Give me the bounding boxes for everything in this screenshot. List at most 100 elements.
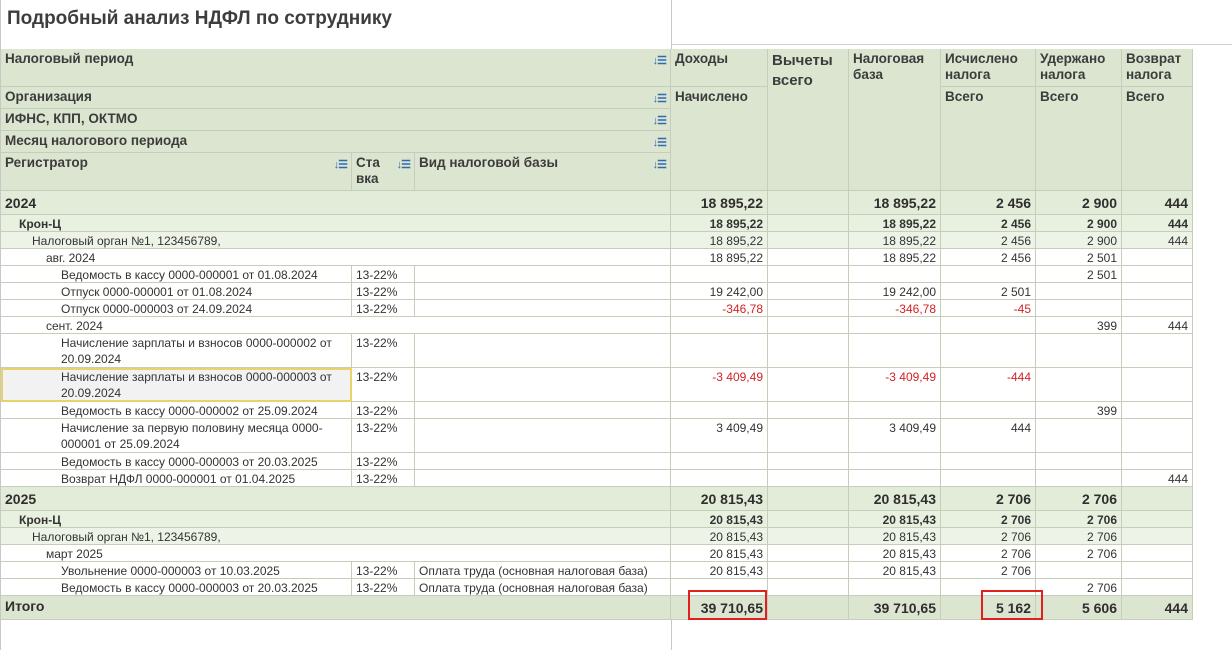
row-refund[interactable] — [1122, 249, 1193, 266]
row-withheld[interactable]: 2 706 — [1036, 528, 1122, 545]
row-base[interactable]: 39 710,65 — [849, 596, 941, 620]
group-label[interactable]: Крон-Ц — [1, 511, 671, 528]
row-refund[interactable]: 444 — [1122, 317, 1193, 334]
header-tax-base[interactable]: Налоговая база — [849, 49, 941, 191]
row-deductions[interactable] — [768, 266, 849, 283]
row-refund[interactable] — [1122, 419, 1193, 453]
row-refund[interactable] — [1122, 453, 1193, 470]
row-calc[interactable]: 2 456 — [941, 249, 1036, 266]
row-label[interactable]: Возврат НДФЛ 0000-000001 от 01.04.2025 — [1, 470, 352, 487]
row-deductions[interactable] — [768, 579, 849, 596]
row-base-kind[interactable] — [415, 266, 671, 283]
row-refund[interactable] — [1122, 487, 1193, 511]
group-label[interactable]: Крон-Ц — [1, 215, 671, 232]
row-base[interactable] — [849, 402, 941, 419]
header-income[interactable]: Доходы — [671, 49, 768, 87]
row-base[interactable]: 20 815,43 — [849, 511, 941, 528]
header-calculated-sub[interactable]: Всего — [941, 87, 1036, 191]
row-calc[interactable]: 2 456 — [941, 232, 1036, 249]
row-calc[interactable] — [941, 266, 1036, 283]
row-income[interactable]: 18 895,22 — [671, 249, 768, 266]
row-base[interactable]: 3 409,49 — [849, 419, 941, 453]
row-deductions[interactable] — [768, 249, 849, 266]
sort-icon[interactable]: ↓☰ — [652, 159, 667, 171]
row-calc[interactable]: 2 706 — [941, 562, 1036, 579]
header-income-sub[interactable]: Начислено — [671, 87, 768, 191]
row-withheld[interactable]: 2 900 — [1036, 191, 1122, 215]
row-rate[interactable]: 13-22% — [352, 562, 415, 579]
row-refund[interactable] — [1122, 511, 1193, 528]
row-base[interactable]: 20 815,43 — [849, 487, 941, 511]
header-registrar[interactable]: Регистратор ↓☰ — [1, 153, 352, 191]
row-deductions[interactable] — [768, 232, 849, 249]
row-base[interactable] — [849, 579, 941, 596]
header-base-kind[interactable]: Вид налоговой базы ↓☰ — [415, 153, 671, 191]
row-income[interactable]: -3 409,49 — [671, 368, 768, 402]
sort-icon[interactable]: ↓☰ — [396, 159, 411, 171]
row-withheld[interactable] — [1036, 334, 1122, 368]
row-rate[interactable]: 13-22% — [352, 470, 415, 487]
header-withheld-sub[interactable]: Всего — [1036, 87, 1122, 191]
row-calc[interactable]: -444 — [941, 368, 1036, 402]
row-refund[interactable]: 444 — [1122, 232, 1193, 249]
row-refund[interactable] — [1122, 300, 1193, 317]
row-deductions[interactable] — [768, 215, 849, 232]
row-rate[interactable]: 13-22% — [352, 402, 415, 419]
row-calc[interactable] — [941, 402, 1036, 419]
row-label[interactable]: Начисление за первую половину месяца 000… — [1, 419, 352, 453]
row-deductions[interactable] — [768, 545, 849, 562]
header-refund-sub[interactable]: Всего — [1122, 87, 1193, 191]
row-deductions[interactable] — [768, 334, 849, 368]
row-deductions[interactable] — [768, 596, 849, 620]
row-deductions[interactable] — [768, 300, 849, 317]
row-base-kind[interactable]: Оплата труда (основная налоговая база) — [415, 579, 671, 596]
header-tax-period[interactable]: Налоговый период ↓☰ — [1, 49, 671, 87]
sort-icon[interactable]: ↓☰ — [652, 55, 667, 67]
row-label[interactable]: Ведомость в кассу 0000-000003 от 20.03.2… — [1, 453, 352, 470]
row-base[interactable]: -3 409,49 — [849, 368, 941, 402]
row-income[interactable] — [671, 266, 768, 283]
row-base-kind[interactable] — [415, 419, 671, 453]
row-label[interactable]: Ведомость в кассу 0000-000003 от 20.03.2… — [1, 579, 352, 596]
row-base[interactable]: 20 815,43 — [849, 545, 941, 562]
row-calc[interactable]: 5 162 — [941, 596, 1036, 620]
row-calc[interactable]: 2 706 — [941, 545, 1036, 562]
row-refund[interactable] — [1122, 334, 1193, 368]
row-refund[interactable] — [1122, 562, 1193, 579]
row-refund[interactable]: 444 — [1122, 470, 1193, 487]
row-deductions[interactable] — [768, 402, 849, 419]
row-withheld[interactable] — [1036, 470, 1122, 487]
row-calc[interactable]: 2 706 — [941, 528, 1036, 545]
row-base-kind[interactable] — [415, 402, 671, 419]
row-withheld[interactable] — [1036, 283, 1122, 300]
group-label[interactable]: 2024 — [1, 191, 671, 215]
row-base[interactable]: 19 242,00 — [849, 283, 941, 300]
row-base-kind[interactable] — [415, 470, 671, 487]
header-organization[interactable]: Организация ↓☰ — [1, 87, 671, 109]
row-withheld[interactable] — [1036, 453, 1122, 470]
header-withheld[interactable]: Удержано налога — [1036, 49, 1122, 87]
row-income[interactable] — [671, 470, 768, 487]
row-calc[interactable] — [941, 453, 1036, 470]
row-calc[interactable]: 2 706 — [941, 511, 1036, 528]
row-withheld[interactable]: 399 — [1036, 317, 1122, 334]
row-income[interactable]: 18 895,22 — [671, 191, 768, 215]
row-income[interactable] — [671, 334, 768, 368]
row-income[interactable]: 20 815,43 — [671, 528, 768, 545]
row-deductions[interactable] — [768, 470, 849, 487]
row-rate[interactable]: 13-22% — [352, 300, 415, 317]
row-refund[interactable]: 444 — [1122, 191, 1193, 215]
row-income[interactable]: 39 710,65 — [671, 596, 768, 620]
group-label[interactable]: сент. 2024 — [1, 317, 671, 334]
row-income[interactable]: 3 409,49 — [671, 419, 768, 453]
row-withheld[interactable]: 2 706 — [1036, 579, 1122, 596]
row-base[interactable] — [849, 453, 941, 470]
row-label[interactable]: Начисление зарплаты и взносов 0000-00000… — [1, 334, 352, 368]
sort-icon[interactable]: ↓☰ — [652, 137, 667, 149]
row-deductions[interactable] — [768, 419, 849, 453]
row-label[interactable]: Отпуск 0000-000003 от 24.09.2024 — [1, 300, 352, 317]
row-income[interactable]: 20 815,43 — [671, 562, 768, 579]
row-base-kind[interactable] — [415, 453, 671, 470]
row-income[interactable]: 18 895,22 — [671, 232, 768, 249]
row-refund[interactable]: 444 — [1122, 215, 1193, 232]
